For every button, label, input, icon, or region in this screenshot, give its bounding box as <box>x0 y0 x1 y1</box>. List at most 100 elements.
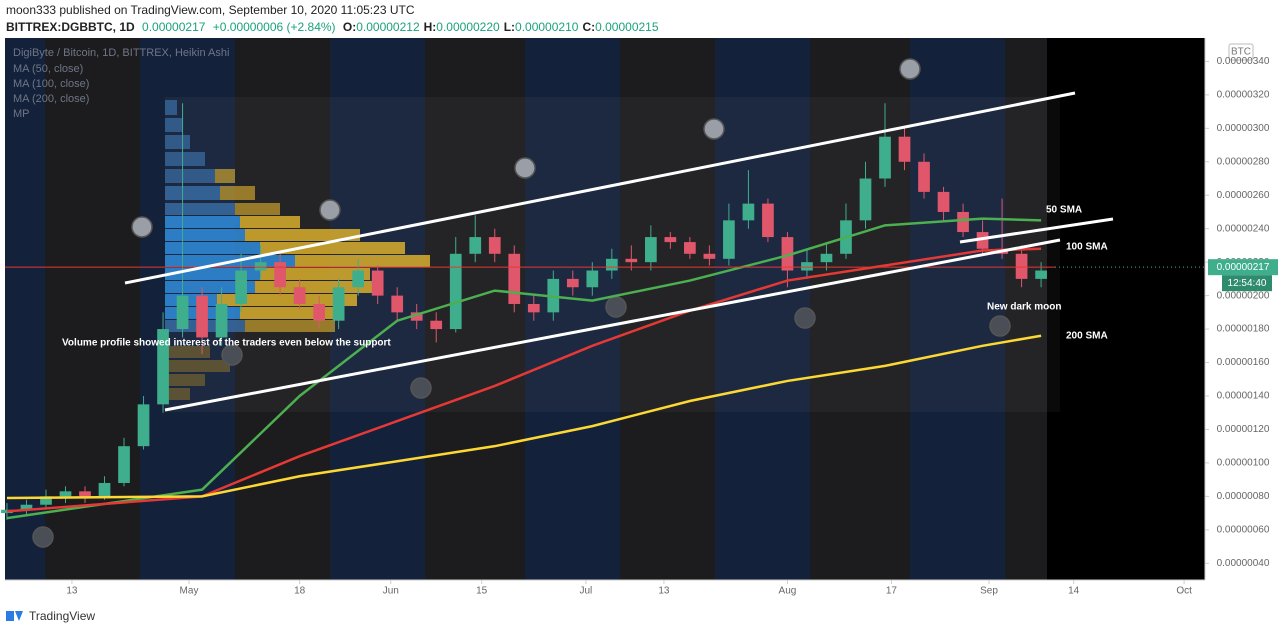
currency-box <box>1228 43 1254 61</box>
candle-body <box>391 295 404 313</box>
candle-body <box>586 270 599 288</box>
candle-body <box>40 496 52 505</box>
candle-body <box>723 220 735 259</box>
candle-body <box>976 232 989 249</box>
candle-body <box>196 295 208 338</box>
legend-entry: MA (200, close) <box>13 93 89 105</box>
y-tick-label: 0.00000280 <box>1217 156 1270 167</box>
footer-brand: TradingView <box>29 609 95 623</box>
footer-logo <box>6 611 23 621</box>
candle-body <box>566 278 579 288</box>
candle-body <box>625 258 638 263</box>
ohlc-value: 0.00000220 <box>436 20 500 34</box>
candle-body <box>527 303 540 313</box>
y-tick-label: 0.00000060 <box>1217 524 1270 535</box>
header: moon333 published on TradingView.com, Se… <box>6 2 1206 36</box>
annotation: 200 SMA <box>1066 331 1108 342</box>
x-tick-label: Oct <box>1176 586 1192 597</box>
candle-body <box>293 287 306 304</box>
sma-line <box>6 334 1042 500</box>
header-line2: BITTREX:DGBBTC, 1D 0.00000217 +0.0000000… <box>6 19 1206 36</box>
ohlc-key: H: <box>423 20 437 34</box>
symbol: BITTREX:DGBBTC, 1D <box>6 20 135 34</box>
price-axis <box>1205 38 1280 580</box>
y-tick-label: 0.00000240 <box>1217 223 1270 234</box>
candle-body <box>879 136 891 179</box>
candle-body <box>664 237 677 243</box>
candle-body <box>215 303 228 338</box>
chart-title: DigiByte / Bitcoin, 1D, BITTREX, Heikin … <box>13 47 229 59</box>
x-tick-label: Jul <box>579 586 592 597</box>
candle-body <box>781 237 794 271</box>
last-price-box <box>1208 259 1278 276</box>
annotation: 100 SMA <box>1066 242 1108 253</box>
y-tick-label: 0.00000200 <box>1217 290 1270 301</box>
x-tick-label: 15 <box>476 586 488 597</box>
x-tick-label: 14 <box>1068 586 1080 597</box>
y-tick-label: 0.00000080 <box>1217 491 1270 502</box>
legend-entry: MP <box>13 108 30 120</box>
y-tick-label: 0.00000100 <box>1217 458 1270 469</box>
candle-body <box>859 178 872 221</box>
candle-body <box>1035 270 1047 279</box>
ohlc-key: C: <box>582 20 596 34</box>
ohlc-key: O: <box>342 20 357 34</box>
candle-body <box>118 446 130 483</box>
candle-body <box>469 237 482 254</box>
last-price-label: 0.00000217 <box>1217 262 1270 273</box>
candle-body <box>371 270 384 296</box>
change: +0.00000006 (+2.84%) <box>212 20 336 34</box>
candle-body <box>59 491 72 497</box>
candle-body <box>274 262 286 288</box>
annotation: Volume profile showed interest of the tr… <box>62 338 391 349</box>
y-tick-label: 0.00000320 <box>1217 90 1270 101</box>
x-tick-label: Sep <box>980 586 998 597</box>
x-tick-label: Aug <box>779 586 797 597</box>
candle-body <box>801 262 813 271</box>
candle-body <box>352 270 365 288</box>
x-tick-label: Jun <box>383 586 399 597</box>
candle-body <box>176 295 189 330</box>
candle-body <box>898 136 911 162</box>
y-tick-label: 0.00000300 <box>1217 123 1270 134</box>
candle-body <box>918 161 930 192</box>
candle-body <box>605 258 618 271</box>
ohlc-value: 0.00000210 <box>515 20 579 34</box>
candle-body <box>98 482 111 497</box>
sma-line <box>6 217 1042 520</box>
y-tick-label: 0.00000260 <box>1217 190 1270 201</box>
channel-upper <box>124 91 1076 285</box>
channel-support <box>959 217 1114 244</box>
candle-body <box>254 262 267 271</box>
candle-body <box>703 253 716 259</box>
candle-body <box>1 509 13 514</box>
header-line1: moon333 published on TradingView.com, Se… <box>6 3 415 17</box>
annotation: New dark moon <box>987 302 1061 313</box>
candle-body <box>957 211 969 233</box>
y-tick-label: 0.00000340 <box>1217 56 1270 67</box>
y-tick-label: 0.00000140 <box>1217 391 1270 402</box>
x-tick-label: May <box>180 586 199 597</box>
candle-body <box>430 320 443 330</box>
legend-entry: MA (50, close) <box>13 63 83 75</box>
candle-body <box>762 203 774 238</box>
x-tick-label: 13 <box>66 586 78 597</box>
candle-body <box>742 203 755 221</box>
y-tick-label: 0.00000180 <box>1217 324 1270 335</box>
ohlc-value: 0.00000215 <box>595 20 659 34</box>
x-tick-label: 18 <box>294 586 306 597</box>
profile-range <box>165 97 1060 412</box>
candle-body <box>449 253 462 330</box>
y-tick-label: 0.00000120 <box>1217 424 1270 435</box>
candle-body <box>645 237 657 263</box>
annotation: 50 SMA <box>1046 205 1082 216</box>
candle-body <box>157 329 169 405</box>
y-tick-label: 0.00000160 <box>1217 357 1270 368</box>
ohlc-key: L: <box>503 20 516 34</box>
ohlc-value: 0.00000212 <box>356 20 420 34</box>
candle-body <box>313 303 325 321</box>
candle-body <box>488 237 501 254</box>
candle-body <box>20 504 33 510</box>
